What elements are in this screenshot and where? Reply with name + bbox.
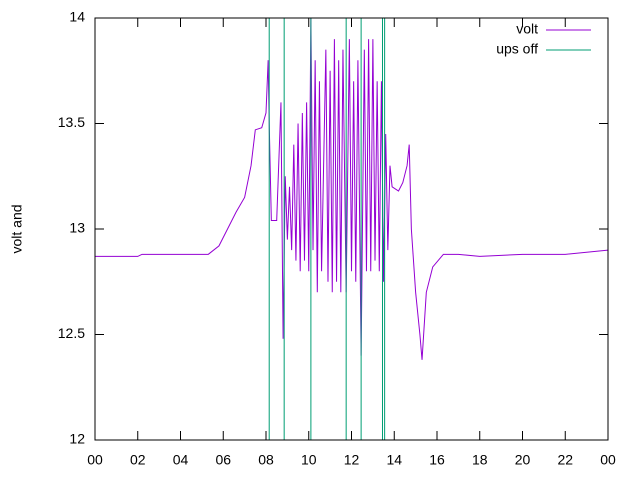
plot-border xyxy=(94,17,609,441)
y-tick-label: 12.5 xyxy=(58,325,85,341)
x-tick-label: 00 xyxy=(87,452,103,468)
x-tick-label: 12 xyxy=(344,452,360,468)
x-tick-label: 06 xyxy=(215,452,231,468)
legend-label: ups off xyxy=(496,41,538,57)
x-tick-label: 08 xyxy=(258,452,274,468)
x-tick-label: 10 xyxy=(301,452,317,468)
x-tick-label: 22 xyxy=(557,452,573,468)
x-tick-label: 14 xyxy=(386,452,402,468)
x-tick-label: 20 xyxy=(515,452,531,468)
x-tick-label: 02 xyxy=(130,452,146,468)
y-tick-label: 13.5 xyxy=(58,114,85,130)
y-tick-label: 14 xyxy=(69,9,85,25)
x-tick-label: 16 xyxy=(429,452,445,468)
x-tick-label: 18 xyxy=(472,452,488,468)
x-tick-label: 04 xyxy=(173,452,189,468)
legend-label: volt xyxy=(516,21,538,37)
data-line xyxy=(95,17,609,360)
y-tick-label: 12 xyxy=(69,431,85,447)
x-tick-label: 00 xyxy=(600,452,616,468)
y-tick-label: 13 xyxy=(69,220,85,236)
y-axis-label: volt and xyxy=(9,204,25,253)
